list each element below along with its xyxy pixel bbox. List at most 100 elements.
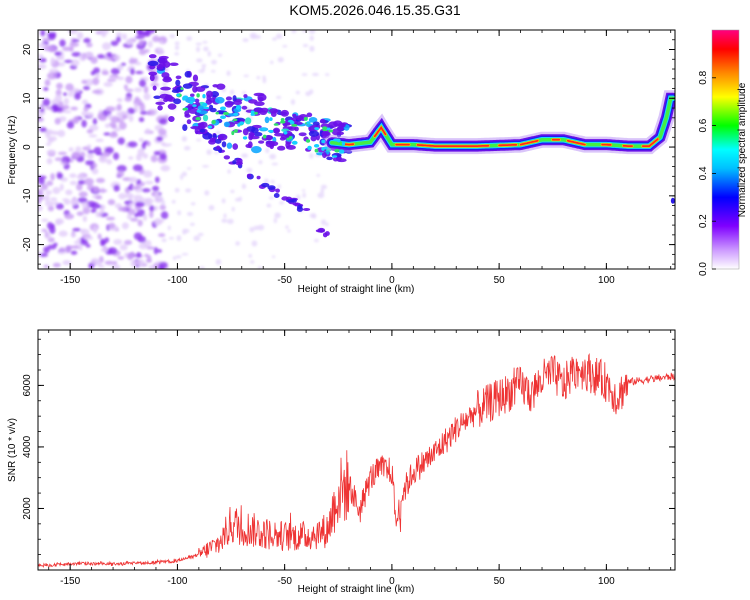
ridge-spot <box>189 96 195 100</box>
noise-blob <box>311 72 319 77</box>
branch-blob <box>315 229 325 233</box>
noise-blob <box>82 215 88 223</box>
noise-blob <box>83 85 91 91</box>
signal-blob <box>242 128 249 136</box>
branch-blob <box>209 137 214 143</box>
signal-blob <box>308 117 318 123</box>
signal-blob <box>258 140 265 144</box>
noise-blob <box>277 184 281 189</box>
noise-blob <box>120 62 126 66</box>
noise-blob <box>136 259 145 267</box>
noise-blob <box>266 203 272 208</box>
ridge-spot <box>338 149 345 154</box>
noise-blob <box>110 40 119 47</box>
noise-blob <box>69 42 80 47</box>
signal-blob <box>152 85 157 91</box>
noise-blob <box>55 89 62 97</box>
noise-blob <box>47 205 55 212</box>
noise-blob <box>246 167 253 173</box>
noise-blob <box>140 110 147 115</box>
colorbar-tick-label-1: 0.2 <box>698 214 709 228</box>
noise-blob <box>156 195 164 201</box>
noise-blob <box>57 151 68 155</box>
ridge-spot <box>328 129 334 133</box>
signal-blob <box>233 100 243 106</box>
noise-blob <box>131 186 141 190</box>
noise-blob <box>149 210 154 219</box>
noise-blob <box>43 264 49 269</box>
noise-blob <box>59 39 66 47</box>
noise-blob <box>249 32 257 38</box>
noise-blob <box>287 229 291 233</box>
signal-blob <box>216 83 226 90</box>
noise-blob <box>91 168 99 175</box>
noise-blob <box>217 53 223 57</box>
noise-blob <box>136 209 145 217</box>
noise-blob <box>142 153 149 159</box>
noise-blob <box>272 37 277 41</box>
noise-blob <box>257 266 262 269</box>
signal-blob <box>295 115 304 121</box>
noise-blob <box>141 142 146 150</box>
noise-blob <box>154 108 158 115</box>
noise-blob <box>189 222 195 227</box>
noise-blob <box>268 196 275 200</box>
noise-blob <box>161 199 166 206</box>
chart-title: KOM5.2026.046.15.35.G31 <box>289 2 461 18</box>
ridge-spot <box>203 106 210 110</box>
signal-blob <box>265 140 275 148</box>
noise-blob <box>97 54 105 59</box>
noise-blob <box>62 260 72 266</box>
noise-blob <box>53 106 63 113</box>
noise-blob <box>108 222 116 229</box>
noise-blob <box>95 152 104 156</box>
signal-blob <box>248 99 258 104</box>
noise-blob <box>150 155 158 163</box>
noise-blob <box>99 30 109 35</box>
signal-blob <box>209 107 217 113</box>
noise-blob <box>40 183 48 191</box>
noise-blob <box>65 83 74 91</box>
ridge-spot <box>180 87 184 91</box>
noise-blob <box>63 97 69 105</box>
noise-blob <box>76 183 83 191</box>
noise-blob <box>111 124 117 129</box>
noise-blob <box>50 173 55 181</box>
noise-blob <box>143 85 149 94</box>
noise-blob <box>86 42 93 48</box>
noise-blob <box>92 162 98 169</box>
snr-xtick-label-0: -150 <box>60 576 80 587</box>
signal-blob <box>182 83 193 89</box>
noise-blob <box>38 177 45 185</box>
noise-blob <box>44 200 55 207</box>
noise-blob <box>230 189 235 194</box>
signal-blob <box>310 135 317 142</box>
noise-blob <box>41 218 49 222</box>
branch-blob <box>291 198 297 203</box>
signal-blob <box>205 98 213 105</box>
snr-ytick-label-2: 6000 <box>22 374 33 397</box>
noise-blob <box>317 192 325 199</box>
noise-blob <box>65 189 73 196</box>
noise-blob <box>69 180 78 186</box>
noise-blob <box>121 222 129 230</box>
noise-blob <box>46 72 57 80</box>
signal-blob <box>194 98 200 103</box>
noise-blob <box>117 137 125 145</box>
noise-blob <box>142 213 148 221</box>
signal-blob <box>155 101 166 105</box>
ridge-core-7 <box>566 139 586 146</box>
branch-blob <box>281 196 289 201</box>
noise-blob <box>159 204 166 211</box>
signal-blob <box>210 91 220 98</box>
noise-blob <box>241 153 249 158</box>
noise-blob <box>210 70 216 73</box>
noise-blob <box>265 148 270 154</box>
noise-blob <box>206 149 212 155</box>
signal-blob <box>184 110 190 117</box>
noise-blob <box>190 202 196 206</box>
noise-blob <box>106 216 116 221</box>
signal-blob <box>198 110 208 115</box>
noise-blob <box>57 250 66 255</box>
